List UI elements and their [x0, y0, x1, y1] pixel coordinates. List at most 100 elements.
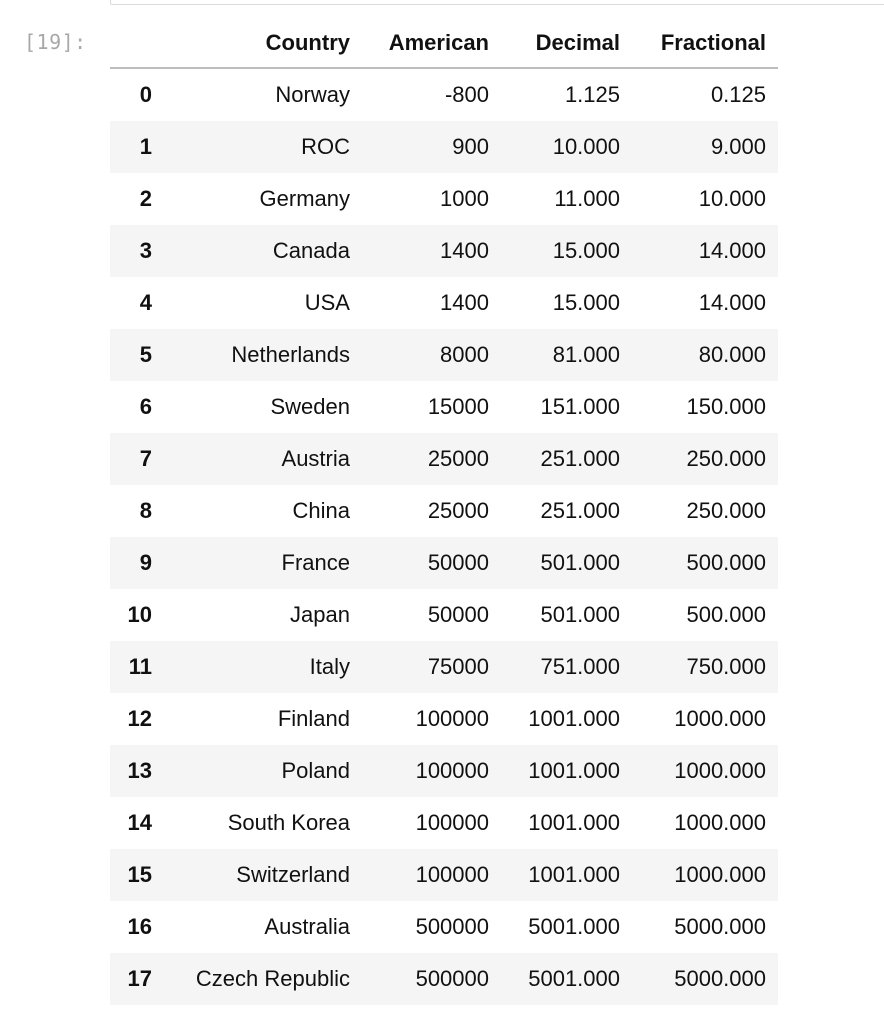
table-row: 13 Poland 100000 1001.000 1000.000	[110, 745, 778, 797]
cell-american: 1400	[440, 238, 489, 263]
cell-decimal: 501.000	[540, 602, 620, 627]
cell-fractional: 1000.000	[674, 706, 766, 731]
cell-country: Norway	[275, 82, 350, 107]
cell-fractional: 1000.000	[674, 758, 766, 783]
cell-decimal: 15.000	[552, 290, 620, 315]
table-row: 3 Canada 1400 15.000 14.000	[110, 225, 778, 277]
cell-american: 8000	[440, 342, 489, 367]
cell-decimal: 5001.000	[528, 914, 620, 939]
cell-country: Finland	[277, 706, 350, 731]
cell-fractional: 5000.000	[674, 914, 766, 939]
row-index: 9	[139, 550, 152, 575]
dataframe-table: Country American Decimal Fractional 0 No…	[110, 18, 778, 1005]
cell-fractional: 9.000	[710, 134, 766, 159]
cell-american: 500000	[415, 966, 489, 991]
cell-fractional: 14.000	[698, 290, 766, 315]
cell-american: -800	[444, 82, 489, 107]
table-row: 12 Finland 100000 1001.000 1000.000	[110, 693, 778, 745]
table-row: 2 Germany 1000 11.000 10.000	[110, 173, 778, 225]
table-row: 1 ROC 900 10.000 9.000	[110, 121, 778, 173]
row-index: 12	[127, 706, 152, 731]
cell-fractional: 1000.000	[674, 862, 766, 887]
header-row: Country American Decimal Fractional	[110, 18, 778, 69]
cell-american: 100000	[415, 758, 489, 783]
cell-american: 15000	[427, 394, 489, 419]
row-index: 0	[139, 82, 152, 107]
column-header-country: Country	[162, 18, 362, 69]
cell-country: ROC	[301, 134, 350, 159]
cell-american: 25000	[427, 498, 489, 523]
cell-american: 50000	[427, 602, 489, 627]
cell-decimal: 1001.000	[528, 706, 620, 731]
table-header: Country American Decimal Fractional	[110, 18, 778, 69]
cell-country: China	[292, 498, 350, 523]
cell-country: Germany	[259, 186, 350, 211]
cell-country: Canada	[272, 238, 350, 263]
cell-decimal: 81.000	[552, 342, 620, 367]
cell-country: South Korea	[227, 810, 350, 835]
cell-american: 100000	[415, 810, 489, 835]
cell-country: Japan	[290, 602, 350, 627]
cell-american: 100000	[415, 862, 489, 887]
row-index: 7	[139, 446, 152, 471]
cell-fractional: 500.000	[686, 602, 766, 627]
table-row: 14 South Korea 100000 1001.000 1000.000	[110, 797, 778, 849]
row-index: 3	[139, 238, 152, 263]
cell-american: 75000	[427, 654, 489, 679]
cell-american: 900	[452, 134, 489, 159]
table-row: 4 USA 1400 15.000 14.000	[110, 277, 778, 329]
cell-american: 1000	[440, 186, 489, 211]
cell-fractional: 1000.000	[674, 810, 766, 835]
cell-fractional: 250.000	[686, 446, 766, 471]
cell-fractional: 150.000	[686, 394, 766, 419]
cell-decimal: 151.000	[540, 394, 620, 419]
cell-decimal: 11.000	[554, 186, 620, 211]
column-header-decimal: Decimal	[501, 18, 632, 69]
table-row: 16 Australia 500000 5001.000 5000.000	[110, 901, 778, 953]
cell-decimal: 251.000	[540, 446, 620, 471]
table-row: 7 Austria 25000 251.000 250.000	[110, 433, 778, 485]
cell-fractional: 5000.000	[674, 966, 766, 991]
cell-decimal: 5001.000	[528, 966, 620, 991]
column-header-american: American	[362, 18, 501, 69]
row-index: 2	[139, 186, 152, 211]
table-row: 15 Switzerland 100000 1001.000 1000.000	[110, 849, 778, 901]
cell-country: Italy	[309, 654, 350, 679]
cell-country: Czech Republic	[195, 966, 350, 991]
cell-country: France	[281, 550, 350, 575]
table-row: 8 China 25000 251.000 250.000	[110, 485, 778, 537]
column-header-index	[110, 18, 162, 69]
row-index: 14	[127, 810, 152, 835]
cell-decimal: 15.000	[552, 238, 620, 263]
cell-american: 500000	[415, 914, 489, 939]
row-index: 6	[139, 394, 152, 419]
row-index: 1	[139, 134, 152, 159]
cell-decimal: 1.125	[564, 82, 620, 107]
cell-fractional: 0.125	[710, 82, 766, 107]
table-row: 6 Sweden 15000 151.000 150.000	[110, 381, 778, 433]
cell-decimal: 501.000	[540, 550, 620, 575]
cell-decimal: 1001.000	[528, 810, 620, 835]
cell-decimal: 10.000	[552, 134, 620, 159]
execution-count-prompt: [19]:	[24, 30, 87, 54]
cell-country: Netherlands	[231, 342, 350, 367]
cell-decimal: 1001.000	[528, 758, 620, 783]
cell-output-area: Country American Decimal Fractional 0 No…	[110, 18, 778, 1005]
cell-american: 25000	[427, 446, 489, 471]
cell-decimal: 1001.000	[528, 862, 620, 887]
cell-country: USA	[304, 290, 350, 315]
cell-fractional: 10.000	[698, 186, 766, 211]
table-body: 0 Norway -800 1.125 0.125 1 ROC 900 10.0…	[110, 68, 778, 1005]
cell-fractional: 750.000	[686, 654, 766, 679]
row-index: 17	[127, 966, 152, 991]
cell-country: Australia	[264, 914, 350, 939]
cell-country: Poland	[281, 758, 350, 783]
cell-american: 100000	[415, 706, 489, 731]
table-row: 17 Czech Republic 500000 5001.000 5000.0…	[110, 953, 778, 1005]
cell-fractional: 80.000	[698, 342, 766, 367]
table-row: 0 Norway -800 1.125 0.125	[110, 68, 778, 121]
column-header-fractional: Fractional	[632, 18, 778, 69]
table-row: 9 France 50000 501.000 500.000	[110, 537, 778, 589]
cell-fractional: 250.000	[686, 498, 766, 523]
row-index: 13	[127, 758, 152, 783]
